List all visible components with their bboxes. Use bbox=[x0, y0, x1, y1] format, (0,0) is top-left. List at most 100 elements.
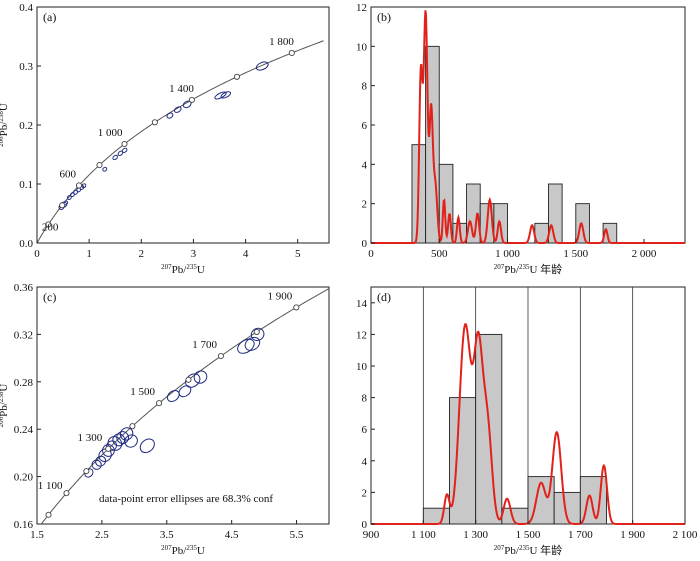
error-ellipse bbox=[102, 444, 115, 457]
y-tick-label-d: 10 bbox=[356, 361, 368, 373]
axis-title-superscript: 238 bbox=[0, 391, 5, 402]
axis-title-superscript: 207 bbox=[161, 544, 172, 552]
panel-label-c: (c) bbox=[43, 290, 56, 304]
x-tick-label-d: 1 900 bbox=[620, 529, 645, 541]
error-ellipse bbox=[237, 338, 255, 354]
histogram-bar bbox=[449, 397, 477, 525]
y-tick-label-d: 14 bbox=[356, 298, 368, 310]
age-label: 1 800 bbox=[269, 36, 294, 48]
error-ellipse bbox=[255, 61, 269, 71]
concordia-curve bbox=[40, 288, 329, 524]
age-marker bbox=[63, 490, 70, 497]
age-marker bbox=[233, 73, 240, 80]
y-tick-label-c: 0.32 bbox=[14, 329, 33, 341]
y-tick-label-b: 10 bbox=[356, 41, 368, 53]
x-tick-label-d: 1 300 bbox=[463, 529, 488, 541]
axis-title-text: Pb/ bbox=[0, 401, 10, 417]
axis-title-superscript: 206 bbox=[0, 136, 5, 147]
x-tick-label-b: 2 000 bbox=[632, 248, 657, 260]
error-ellipse bbox=[178, 385, 192, 398]
x-tick-label-b: 0 bbox=[368, 248, 374, 260]
plot-frame-c bbox=[36, 286, 330, 525]
error-ellipse bbox=[95, 455, 107, 467]
y-tick-label-b: 8 bbox=[362, 81, 368, 93]
axis-title-superscript: 235 bbox=[519, 544, 530, 552]
error-ellipse bbox=[116, 431, 130, 444]
y-tick-label-a: 0.1 bbox=[19, 179, 33, 191]
age-marker bbox=[75, 182, 83, 189]
axis-title-text: Pb/ bbox=[172, 545, 188, 557]
age-marker bbox=[151, 119, 158, 126]
error-ellipse bbox=[139, 438, 155, 454]
y-tick-label-b: 12 bbox=[356, 2, 367, 14]
age-label: 1 700 bbox=[192, 339, 217, 351]
axis-title-superscript: 207 bbox=[161, 263, 172, 271]
panel-label-b: (b) bbox=[377, 10, 391, 24]
y-tick-label-c: 0.28 bbox=[14, 377, 34, 389]
x-tick-label-c: 2.5 bbox=[95, 529, 109, 541]
x-tick-label-a: 1 bbox=[86, 248, 92, 260]
x-tick-label-a: 4 bbox=[243, 248, 249, 260]
y-tick-label-c: 0.24 bbox=[14, 424, 34, 436]
y-tick-label-d: 0 bbox=[362, 519, 368, 531]
age-marker bbox=[83, 468, 90, 475]
age-label: 200 bbox=[42, 221, 59, 233]
histogram-bar bbox=[422, 507, 450, 525]
age-marker bbox=[188, 96, 195, 103]
error-ellipse bbox=[102, 166, 108, 172]
x-tick-label-a: 3 bbox=[191, 248, 197, 260]
x-axis-title-d: 207Pb/235U 年龄 bbox=[494, 543, 562, 557]
age-marker bbox=[129, 423, 136, 430]
axis-title-text: U bbox=[197, 264, 205, 276]
y-tick-label-a: 0.0 bbox=[19, 238, 33, 250]
histogram-bar bbox=[548, 183, 563, 244]
age-marker bbox=[59, 202, 66, 209]
axis-title-text: U bbox=[0, 103, 10, 111]
axis-title-text: Pb/ bbox=[504, 545, 520, 557]
x-axis-title-c: 207Pb/235U bbox=[161, 544, 205, 557]
x-tick-label-c: 4.5 bbox=[225, 529, 239, 541]
y-tick-label-a: 0.3 bbox=[19, 61, 33, 73]
x-tick-label-d: 1 500 bbox=[516, 529, 541, 541]
concordia-curve bbox=[37, 40, 324, 243]
age-marker bbox=[185, 376, 192, 383]
axis-title-superscript: 206 bbox=[0, 416, 5, 427]
age-marker bbox=[45, 221, 52, 228]
axis-title-text: U bbox=[0, 384, 10, 392]
age-label: 1 000 bbox=[98, 127, 123, 139]
age-marker bbox=[217, 352, 224, 360]
error-ellipse bbox=[124, 434, 138, 448]
y-axis-title-c: 206Pb/238U bbox=[0, 384, 10, 428]
y-tick-label-c: 0.20 bbox=[14, 472, 34, 484]
axis-title-superscript: 235 bbox=[186, 544, 197, 552]
axis-title-text: Pb/ bbox=[504, 264, 520, 276]
axis-title-text: Pb/ bbox=[0, 121, 10, 137]
y-tick-label-b: 4 bbox=[362, 159, 368, 171]
age-marker bbox=[121, 140, 128, 148]
error-ellipse bbox=[73, 189, 78, 195]
plot-area-c bbox=[40, 288, 329, 524]
x-tick-label-b: 1 500 bbox=[563, 248, 588, 260]
x-tick-label-d: 900 bbox=[363, 529, 380, 541]
x-tick-label-a: 5 bbox=[295, 248, 301, 260]
age-marker bbox=[156, 400, 163, 407]
error-ellipse bbox=[193, 370, 208, 384]
age-label: 1 400 bbox=[169, 83, 194, 95]
error-ellipse bbox=[250, 327, 265, 341]
y-tick-label-a: 0.4 bbox=[19, 2, 33, 14]
x-tick-label-c: 1.5 bbox=[30, 529, 44, 541]
age-marker bbox=[105, 445, 112, 452]
axis-title-superscript: 235 bbox=[186, 263, 197, 271]
age-marker bbox=[45, 511, 52, 518]
axis-title-superscript: 238 bbox=[0, 111, 5, 122]
axis-title-superscript: 235 bbox=[519, 263, 530, 271]
error-ellipse bbox=[112, 154, 118, 161]
plot-area-a bbox=[37, 40, 324, 243]
age-label: 1 900 bbox=[268, 290, 293, 302]
probability-density-curve bbox=[371, 10, 685, 244]
y-tick-label-c: 0.16 bbox=[14, 519, 34, 531]
axis-title-superscript: 207 bbox=[494, 263, 505, 271]
panel-label-a: (a) bbox=[43, 10, 56, 24]
error-ellipse bbox=[166, 112, 174, 119]
